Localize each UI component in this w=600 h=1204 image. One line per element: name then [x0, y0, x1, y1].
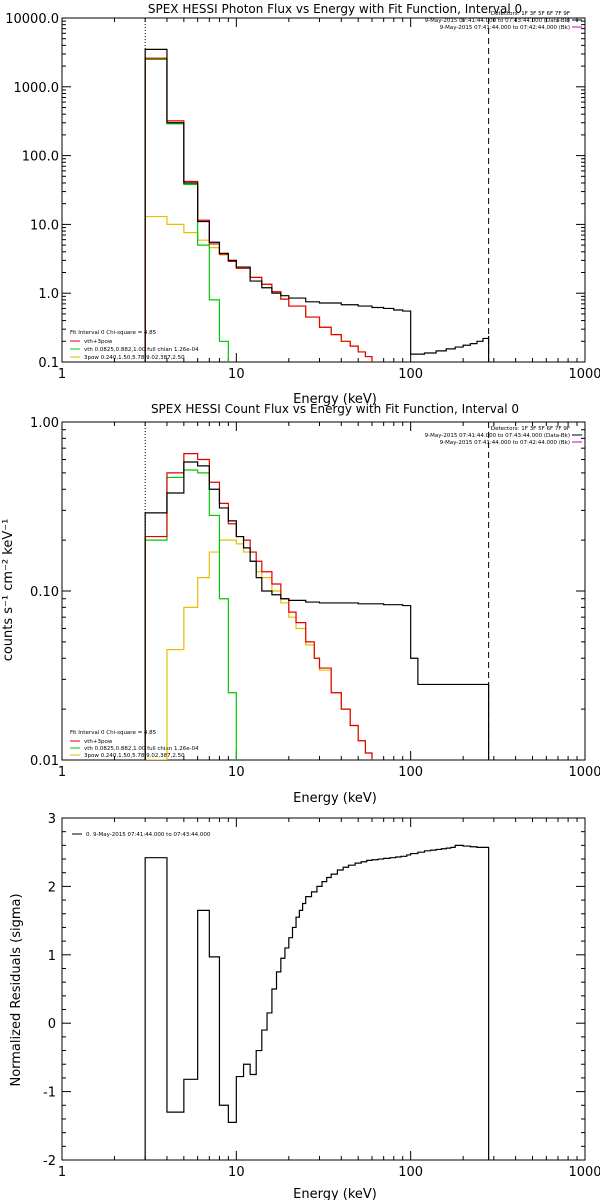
photon-flux-panel: SPEX HESSI Photon Flux vs Energy with Fi… — [70, 2, 582, 407]
y-tick-label: 10000.0 — [5, 12, 59, 27]
legend-right: Detectors: 1F 3F 5F 6F 7F 9F 9-May-2015 … — [425, 426, 582, 446]
y-tick-label: 0 — [48, 1017, 56, 1032]
series-data-bk-line — [144, 461, 490, 760]
legend-left-line: vth+3pow — [84, 739, 113, 745]
legend-left: Fit Interval 0 Chi-square = 4.85 vth+3po… — [70, 730, 199, 759]
legend-right-line: 9-May-2015 07:41:44.000 to 07:42:44.000 … — [440, 440, 570, 446]
panel-title: SPEX HESSI Photon Flux vs Energy with Fi… — [148, 2, 522, 16]
plot-frame — [61, 817, 586, 1161]
x-tick-label: 100 — [398, 765, 423, 780]
x-tick-label: 10 — [228, 1165, 245, 1180]
y-tick-label: 2 — [48, 880, 56, 895]
legend-right-line: 9-May-2015 07:41:44.000 to 07:43:44.000 … — [425, 18, 570, 24]
y-axis-label: counts s⁻¹ cm⁻² keV⁻¹ — [1, 519, 16, 662]
y-tick-label: 100.0 — [22, 150, 59, 165]
y-tick-label: 10.0 — [30, 218, 59, 233]
panel-title: SPEX HESSI Count Flux vs Energy with Fit… — [151, 402, 519, 416]
plot-0: 1 10 100 1000 0.1 1.0 10.0 100.0 1000.0 10000.0 — [5, 12, 600, 382]
legend-left-line: 3pow 0.240,1.50,5.78,9.02,387,2.50 — [84, 355, 185, 361]
legend-left-line: 0. 9-May-2015 07:41:44.000 to 07:43:44.0… — [86, 832, 211, 838]
y-tick-label: 1 — [48, 949, 56, 964]
x-tick-label: 1000 — [568, 765, 600, 780]
x-tick-label: 1 — [58, 367, 66, 382]
legend-right-line: Detectors: 1F 3F 5F 6F 7F 9F — [491, 426, 570, 432]
x-tick-label: 1 — [58, 1165, 66, 1180]
legend-right-line: 9-May-2015 07:41:44.000 to 07:43:44.000 … — [425, 433, 570, 439]
legend-left-line: vth 0.0825,0.882,1.00 full chian 1.26e-0… — [84, 746, 199, 752]
x-axis-label: Energy (keV) — [293, 392, 377, 407]
x-tick-label: 10 — [228, 765, 245, 780]
x-tick-label: 1 — [58, 765, 66, 780]
legend-left: Fit Interval 0 Chi-square = 4.85 vth+3po… — [70, 330, 199, 361]
x-axis-label: Energy (keV) — [293, 1187, 377, 1200]
count-flux-panel: SPEX HESSI Count Flux vs Energy with Fit… — [1, 402, 582, 806]
y-tick-label: 3 — [48, 812, 56, 827]
legend-left-line: vth 0.0825,0.882,1.00 full chian 1.26e-0… — [84, 347, 199, 353]
y-axis-label: Normalized Residuals (sigma) — [9, 893, 24, 1086]
residuals-panel: Energy (keV) Normalized Residuals (sigma… — [9, 832, 377, 1202]
x-tick-label: 10 — [228, 367, 245, 382]
y-tick-label: -1 — [43, 1086, 56, 1101]
x-axis-label: Energy (keV) — [293, 791, 377, 806]
y-tick-label: 1000.0 — [14, 81, 60, 96]
plot-frame — [61, 17, 586, 363]
y-tick-label: 0.10 — [30, 585, 59, 600]
y-tick-label: 1.0 — [38, 287, 59, 302]
series-vth-3pow-line — [144, 453, 373, 760]
x-tick-label: 100 — [398, 1165, 423, 1180]
series-0-line — [144, 844, 490, 1160]
y-tick-label: 1.00 — [30, 416, 59, 431]
legend-left-line: vth+3pow — [84, 339, 113, 345]
y-tick-label: 0.01 — [30, 754, 59, 769]
legend-left-line: 3pow 0.240,1.50,5.78,9.02,387,2.50 — [84, 753, 185, 759]
legend-left-line: Fit Interval 0 Chi-square = 4.85 — [70, 730, 157, 736]
y-tick-label: -2 — [43, 1154, 56, 1169]
plot-2: 1 10 100 1000 -2 -1 0 1 2 3 — [43, 812, 600, 1180]
legend-left: 0. 9-May-2015 07:41:44.000 to 07:43:44.0… — [72, 832, 211, 838]
series-data-bk-line — [144, 48, 490, 362]
x-tick-label: 1000 — [568, 1165, 600, 1180]
plot-1: 1 10 100 1000 0.01 0.10 1.00 — [30, 416, 600, 780]
x-tick-label: 1000 — [568, 367, 600, 382]
legend-right-line: Detectors: 1F 3F 5F 6F 7F 9F — [491, 11, 570, 17]
y-tick-label: 0.1 — [38, 356, 59, 371]
legend-right-line: 9-May-2015 07:41:44.000 to 07:42:44.000 … — [440, 25, 570, 31]
legend-left-line: Fit Interval 0 Chi-square = 4.85 — [70, 330, 157, 336]
x-tick-label: 100 — [398, 367, 423, 382]
